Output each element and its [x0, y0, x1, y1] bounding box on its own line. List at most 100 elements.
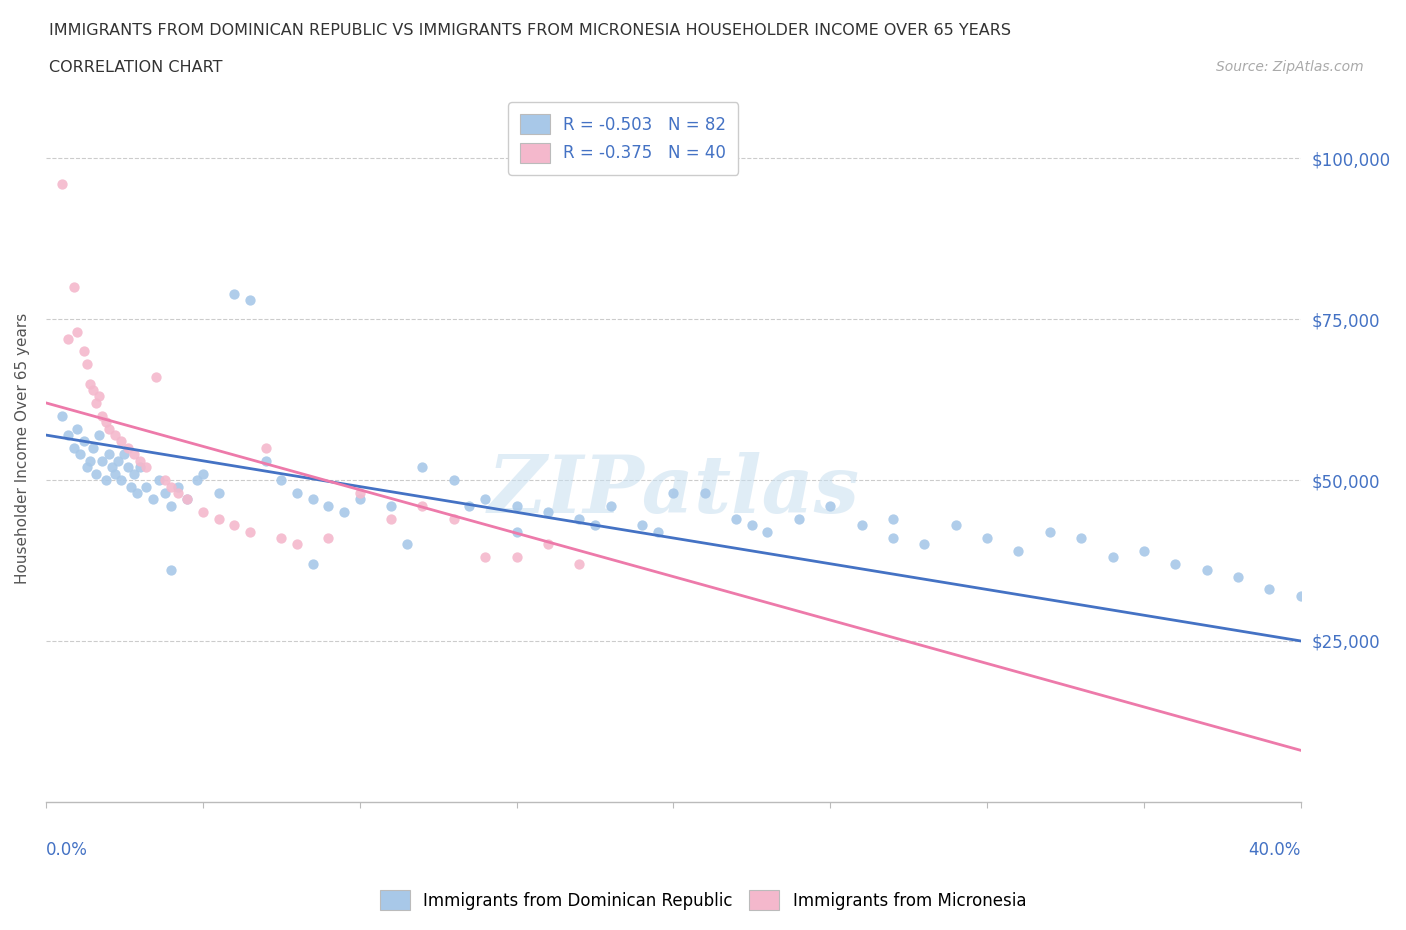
Point [333, 505, 356, 520]
Y-axis label: Householder Income Over 65 years: Householder Income Over 65 years [15, 312, 30, 583]
Point [63, 280, 86, 295]
Legend: Immigrants from Dominican Republic, Immigrants from Micronesia: Immigrants from Dominican Republic, Immi… [373, 884, 1033, 917]
Point [1227, 569, 1250, 584]
Point [112, 447, 135, 462]
Point [568, 556, 591, 571]
Point [51, 408, 73, 423]
Point [89, 389, 111, 404]
Point [129, 453, 152, 468]
Point [84, 395, 107, 410]
Point [976, 531, 998, 546]
Point [537, 505, 560, 520]
Point [270, 531, 292, 546]
Point [89, 428, 111, 443]
Point [568, 512, 591, 526]
Point [63, 441, 86, 456]
Point [82, 441, 104, 456]
Point [882, 531, 904, 546]
Point [79, 453, 101, 468]
Text: ZIPatlas: ZIPatlas [488, 452, 859, 529]
Point [207, 485, 229, 500]
Point [120, 479, 142, 494]
Point [647, 525, 669, 539]
Point [186, 472, 208, 487]
Text: 0.0%: 0.0% [46, 841, 87, 858]
Point [380, 512, 402, 526]
Point [316, 531, 339, 546]
Point [505, 525, 527, 539]
Point [693, 485, 716, 500]
Point [191, 505, 214, 520]
Point [97, 447, 120, 462]
Point [207, 512, 229, 526]
Point [912, 537, 935, 551]
Point [110, 472, 132, 487]
Point [91, 453, 114, 468]
Point [94, 472, 117, 487]
Point [239, 525, 262, 539]
Point [166, 485, 188, 500]
Point [316, 498, 339, 513]
Point [270, 472, 292, 487]
Point [505, 550, 527, 565]
Point [583, 518, 606, 533]
Point [117, 459, 139, 474]
Point [104, 466, 127, 481]
Point [1070, 531, 1092, 546]
Point [135, 479, 157, 494]
Point [741, 518, 763, 533]
Point [285, 485, 308, 500]
Point [160, 479, 183, 494]
Point [122, 447, 145, 462]
Point [82, 382, 104, 397]
Point [56, 428, 79, 443]
Point [122, 466, 145, 481]
Point [537, 537, 560, 551]
Point [662, 485, 685, 500]
Point [1101, 550, 1123, 565]
Point [91, 408, 114, 423]
Legend: R = -0.503   N = 82, R = -0.375   N = 40: R = -0.503 N = 82, R = -0.375 N = 40 [509, 102, 738, 175]
Point [79, 376, 101, 391]
Point [72, 344, 94, 359]
Point [254, 441, 277, 456]
Point [411, 498, 433, 513]
Point [301, 492, 323, 507]
Point [69, 447, 91, 462]
Point [97, 421, 120, 436]
Point [443, 512, 465, 526]
Point [1289, 589, 1312, 604]
Point [882, 512, 904, 526]
Point [160, 563, 183, 578]
Point [51, 177, 73, 192]
Point [94, 415, 117, 430]
Point [851, 518, 873, 533]
Point [176, 492, 198, 507]
Point [725, 512, 748, 526]
Point [349, 492, 371, 507]
Point [84, 466, 107, 481]
Point [787, 512, 810, 526]
Point [1039, 525, 1062, 539]
Point [224, 518, 246, 533]
Point [191, 466, 214, 481]
Point [411, 459, 433, 474]
Point [56, 331, 79, 346]
Point [76, 357, 98, 372]
Point [1164, 556, 1187, 571]
Point [474, 492, 496, 507]
Point [110, 434, 132, 449]
Point [135, 459, 157, 474]
Point [458, 498, 481, 513]
Point [443, 472, 465, 487]
Point [380, 498, 402, 513]
Point [599, 498, 621, 513]
Point [474, 550, 496, 565]
Point [101, 459, 124, 474]
Point [349, 485, 371, 500]
Point [142, 492, 165, 507]
Point [1007, 543, 1029, 558]
Point [818, 498, 841, 513]
Point [176, 492, 198, 507]
Point [145, 370, 167, 385]
